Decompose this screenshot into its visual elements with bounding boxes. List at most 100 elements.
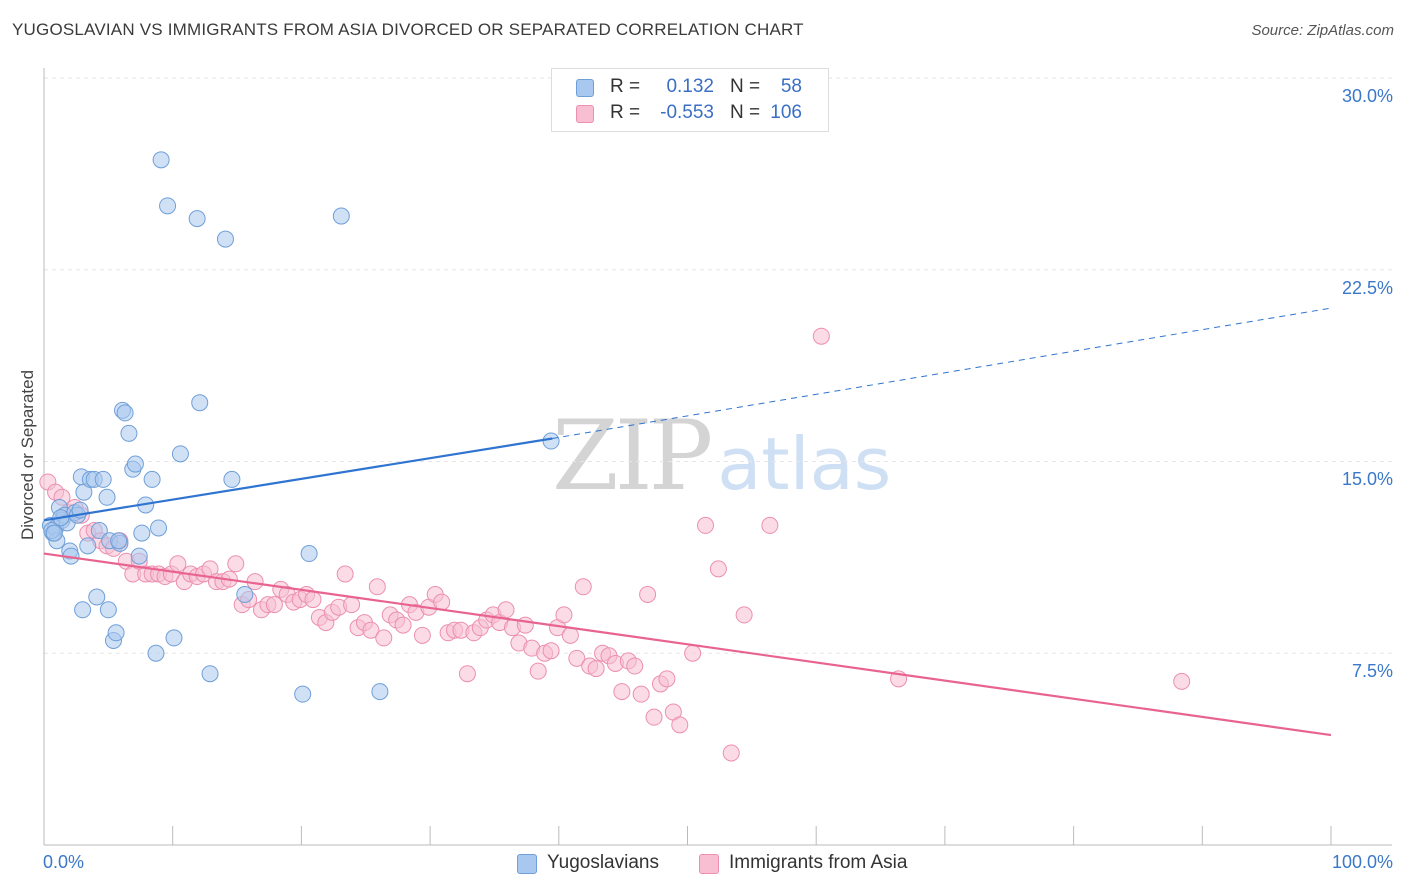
data-point	[159, 197, 177, 215]
data-point	[99, 601, 117, 619]
data-point	[143, 470, 161, 488]
data-point	[130, 547, 148, 565]
data-point	[555, 606, 573, 624]
legend-n-value: 58	[780, 76, 802, 97]
legend-row-yugoslavians: R = 0.132 N = 58	[552, 75, 828, 101]
data-point	[336, 565, 354, 583]
legend-r-label: R =	[610, 76, 641, 97]
data-point	[697, 516, 715, 534]
legend-r-label: R =	[610, 102, 641, 123]
data-point	[362, 621, 380, 639]
data-point	[613, 683, 631, 701]
y-tick-label-7-5: 7.5%	[1351, 661, 1393, 681]
data-point	[671, 716, 689, 734]
data-point	[332, 207, 350, 225]
data-point	[90, 522, 108, 540]
data-point	[542, 642, 560, 660]
legend-r-value: 0.132	[666, 76, 714, 97]
trend-line-immigrants-asia	[43, 552, 1332, 737]
data-point	[120, 424, 138, 442]
data-point	[236, 585, 254, 603]
data-point	[1173, 672, 1191, 690]
data-point	[227, 555, 245, 573]
data-point	[150, 519, 168, 537]
legend-n-label: N =	[730, 76, 761, 97]
data-point	[300, 545, 318, 563]
y-tick-label-22-5: 22.5%	[1341, 278, 1393, 298]
data-point	[542, 432, 560, 450]
series-swatch-pink	[699, 854, 719, 874]
data-point	[74, 601, 92, 619]
data-point	[587, 660, 605, 678]
data-point	[116, 404, 134, 422]
y-tick-label-15: 15.0%	[1341, 469, 1393, 489]
data-point	[98, 488, 116, 506]
source-note: Source: ZipAtlas.com	[1251, 22, 1394, 39]
stats-legend: R = 0.132 N = 58 R = -0.553 N = 106	[551, 68, 829, 132]
data-point	[413, 626, 431, 644]
data-point	[561, 626, 579, 644]
watermark-zip: ZIP	[552, 400, 713, 512]
chart-title: YUGOSLAVIAN VS IMMIGRANTS FROM ASIA DIVO…	[12, 20, 804, 39]
trend-line-yugoslavians	[43, 437, 553, 522]
data-point	[658, 670, 676, 688]
data-point	[568, 649, 586, 667]
legend-row-immigrants-asia: R = -0.553 N = 106	[552, 101, 828, 127]
data-point	[191, 394, 209, 412]
data-point	[107, 624, 125, 642]
data-point	[516, 616, 534, 634]
data-point	[343, 596, 361, 614]
data-point	[294, 685, 312, 703]
x-tick-label-min: 0.0%	[43, 852, 85, 872]
data-point	[529, 662, 547, 680]
data-point	[735, 606, 753, 624]
data-point	[433, 593, 451, 611]
data-point	[684, 644, 702, 662]
data-point	[371, 683, 389, 701]
legend-swatch-pink	[576, 105, 594, 123]
data-point	[110, 532, 128, 550]
data-point	[645, 708, 663, 726]
data-point	[574, 578, 592, 596]
data-point	[88, 588, 106, 606]
series-legend-label: Immigrants from Asia	[729, 852, 908, 873]
data-point	[133, 524, 151, 542]
y-tick-label-30: 30.0%	[1341, 86, 1393, 106]
x-tick-label-max: 100.0%	[1331, 852, 1393, 872]
legend-n-value: 106	[770, 102, 802, 123]
data-point	[265, 596, 283, 614]
legend-r-value: -0.553	[660, 102, 714, 123]
series-legend-yugoslavians: Yugoslavians	[517, 852, 677, 876]
data-point	[639, 585, 657, 603]
series-legend-label: Yugoslavians	[547, 852, 659, 873]
data-point	[812, 327, 830, 345]
data-point	[626, 657, 644, 675]
data-point	[368, 578, 386, 596]
data-point	[152, 151, 170, 169]
data-point	[761, 516, 779, 534]
data-point	[375, 629, 393, 647]
series-legend-immigrants-asia: Immigrants from Asia	[699, 852, 939, 876]
data-point	[216, 230, 234, 248]
data-point	[709, 560, 727, 578]
series-swatch-blue	[517, 854, 537, 874]
data-point	[188, 210, 206, 228]
data-point	[45, 524, 63, 542]
data-point	[147, 644, 165, 662]
y-axis-label: Divorced or Separated	[18, 369, 37, 541]
trend-line-yugoslavians-extension	[552, 307, 1332, 439]
data-point	[169, 555, 187, 573]
watermark-atlas: atlas	[717, 422, 892, 506]
data-point	[171, 445, 189, 463]
data-point	[497, 601, 515, 619]
data-point	[304, 591, 322, 609]
watermark: ZIP atlas	[552, 400, 891, 512]
data-point	[79, 537, 97, 555]
data-point	[94, 470, 112, 488]
data-point	[722, 744, 740, 762]
data-point	[458, 665, 476, 683]
data-point	[394, 616, 412, 634]
data-point	[126, 455, 144, 473]
data-point	[165, 629, 183, 647]
